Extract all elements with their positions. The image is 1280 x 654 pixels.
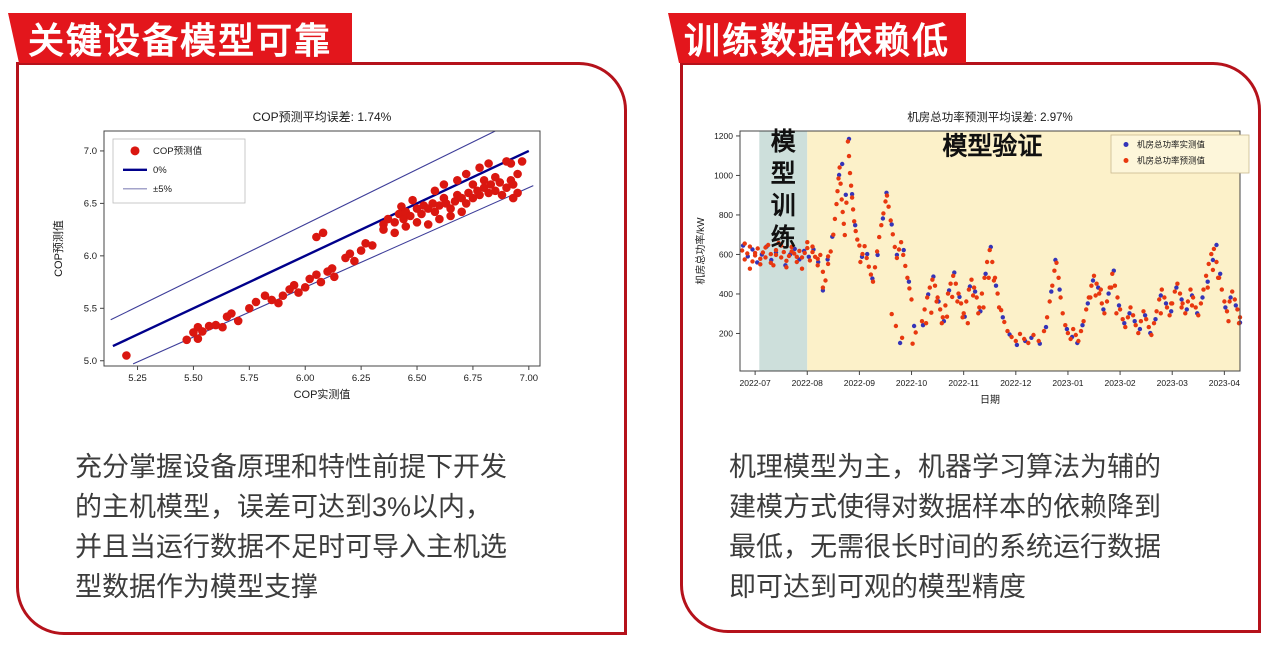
svg-text:2022-12: 2022-12 [1000,378,1031,388]
svg-text:2023-02: 2023-02 [1104,378,1135,388]
svg-text:1000: 1000 [714,170,733,180]
scatter-series [122,157,527,360]
panel-left-title: 关键设备模型可靠 [27,20,332,61]
y-axis-label: 机房总功率/kW [694,217,707,285]
svg-text:2022-07: 2022-07 [740,378,771,388]
chart-annotation: 模型验证 [942,132,1042,161]
chart-legend [1110,134,1250,174]
reference-line-plus5pct [110,130,496,321]
panel-right-description: 机理模型为主，机器学习算法为辅的 建模方式使得对数据样本的依赖降到 最低，无需很… [729,452,1161,602]
power-prediction-timeseries: 2022-07 2022-08 2022-09 2022-10 2022-11 2022-… [694,110,1250,406]
svg-text:1200: 1200 [714,131,733,141]
svg-text:5.75: 5.75 [240,373,258,384]
svg-text:2022-11: 2022-11 [948,378,979,388]
svg-text:±5%: ±5% [153,184,172,195]
svg-text:5.0: 5.0 [84,356,97,367]
svg-text:5.5: 5.5 [84,303,97,314]
plot-frame [739,130,1241,372]
chart-title: COP预测平均误差: 1.74% [253,110,392,124]
svg-text:6.00: 6.00 [296,373,315,384]
svg-text:机房总功率预测值: 机房总功率预测值 [1137,155,1206,165]
svg-text:800: 800 [719,210,733,220]
svg-text:7.0: 7.0 [84,146,97,157]
svg-text:2023-03: 2023-03 [1157,378,1188,388]
svg-text:COP预测值: COP预测值 [153,145,203,157]
svg-text:5.25: 5.25 [128,373,147,384]
svg-text:0%: 0% [153,165,167,176]
panel-right-title-banner: 训练数据依赖低 [668,13,966,63]
power-prediction-chart: 2022-07 2022-08 2022-09 2022-10 2022-11 2022-… [683,65,1258,422]
svg-text:200: 200 [719,328,733,338]
y-axis-label: COP预测值 [52,220,65,277]
panel-left-description: 充分掌握设备原理和特性前提下开发 的主机模型，误差可达到3%以内， 并且当运行数… [75,452,507,602]
panel-right-title: 训练数据依赖低 [683,20,950,61]
svg-text:6.50: 6.50 [408,373,427,384]
svg-text:2023-01: 2023-01 [1052,378,1083,388]
svg-text:2022-09: 2022-09 [844,378,875,388]
svg-text:400: 400 [719,289,733,299]
x-axis-label: 日期 [980,394,1000,406]
panel-key-equipment-model: 5.25 5.50 5.75 6.00 6.25 6.50 6.75 7.00 5.0 5.5 6.… [16,62,627,635]
svg-text:5.50: 5.50 [184,373,203,384]
svg-text:2022-08: 2022-08 [792,378,823,388]
plot-frame [103,130,541,367]
panel-training-data: 2022-07 2022-08 2022-09 2022-10 2022-11 2022-… [680,62,1261,633]
svg-text:600: 600 [719,249,733,259]
svg-text:2023-04: 2023-04 [1209,378,1240,388]
svg-text:2022-10: 2022-10 [896,378,927,388]
chart-annotation: 模型训练 [771,127,797,252]
panel-left-title-banner: 关键设备模型可靠 [8,13,352,63]
cop-prediction-scatter: 5.25 5.50 5.75 6.00 6.25 6.50 6.75 7.00 5.0 5.5 6.… [52,110,541,401]
chart-title: 机房总功率预测平均误差: 2.97% [907,110,1073,124]
svg-text:6.0: 6.0 [84,251,97,262]
svg-text:机房总功率实测值: 机房总功率实测值 [1137,139,1206,149]
scatter-series [739,139,1243,346]
svg-text:6.5: 6.5 [84,198,97,209]
svg-text:7.00: 7.00 [520,373,539,384]
svg-text:6.25: 6.25 [352,373,371,384]
svg-text:6.75: 6.75 [464,373,483,384]
cop-prediction-chart: 5.25 5.50 5.75 6.00 6.25 6.50 6.75 7.00 5.0 5.5 6.… [19,65,619,420]
x-axis-label: COP实测值 [294,387,351,401]
